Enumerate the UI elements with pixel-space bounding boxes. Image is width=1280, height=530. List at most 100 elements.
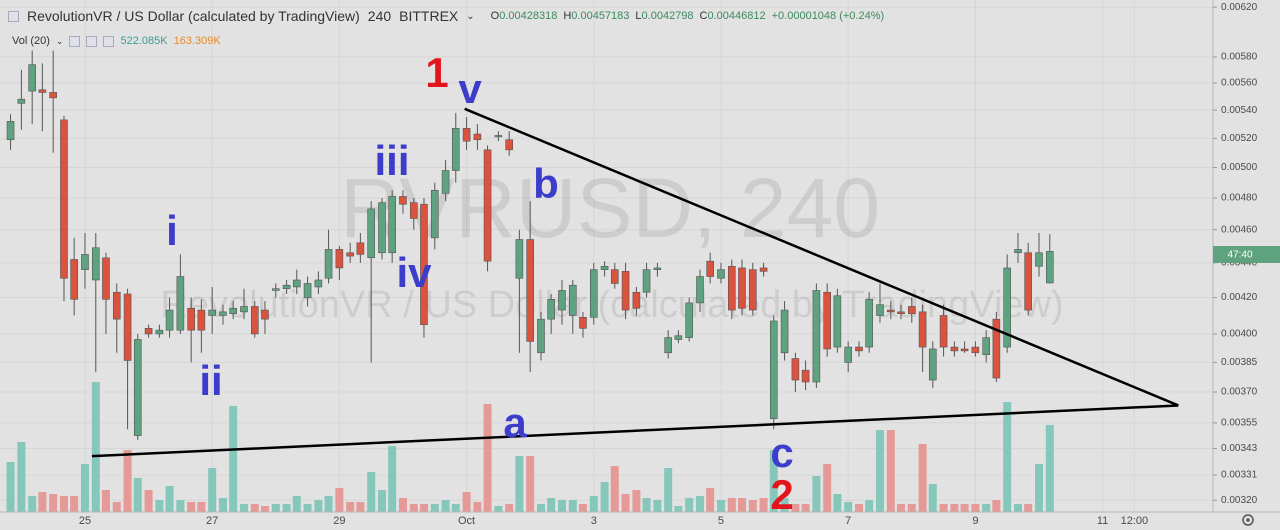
candle-body [1024, 252, 1032, 311]
collapse-icon[interactable] [8, 10, 19, 22]
candle-body [589, 269, 598, 318]
candle-body [865, 299, 873, 348]
candle-body [855, 346, 863, 352]
y-tick-label: 0.00400 [1221, 329, 1258, 340]
volume-bar [918, 444, 927, 512]
wave-label: 2 [770, 471, 793, 518]
y-tick-label: 0.00500 [1221, 162, 1258, 173]
candle-body [1003, 267, 1011, 348]
countdown-tag [1213, 246, 1280, 263]
y-tick-label: 0.00385 [1221, 357, 1258, 368]
y-tick-label: 0.00620 [1221, 2, 1258, 13]
watermark-sub: RevolutionVR / US Dollar (calculated by … [160, 284, 1063, 326]
y-tick-label: 0.00480 [1221, 193, 1258, 204]
candle-body [81, 254, 89, 270]
candle-body [621, 271, 630, 311]
candle-body [791, 358, 800, 381]
volume-bar [865, 500, 874, 512]
volume-bar [950, 504, 959, 512]
watermark: RVRUSD, 240 [340, 161, 880, 255]
candle-body [271, 288, 280, 291]
candle-body [303, 283, 312, 298]
candle-body [324, 249, 333, 279]
candle-body [928, 348, 937, 381]
interval[interactable]: 240 [367, 8, 392, 24]
y-tick-label: 0.00540 [1221, 105, 1258, 116]
y-tick-label: 0.00420 [1221, 292, 1258, 303]
x-tick-label: 27 [206, 515, 218, 527]
candle-body [823, 291, 831, 350]
y-tick-label: 0.00460 [1221, 224, 1258, 235]
volume-bar [494, 506, 503, 512]
candle-body [812, 290, 821, 383]
volume-bar [80, 464, 89, 512]
candle-body [367, 208, 375, 259]
candle-body [537, 318, 545, 354]
candle-body [696, 276, 704, 304]
volume-bar [314, 500, 323, 512]
volume-bar [356, 502, 365, 512]
volume-bar [706, 488, 715, 512]
volume-bar [600, 482, 609, 512]
y-tick-label: 0.00580 [1221, 52, 1258, 63]
volume-bar [398, 498, 407, 512]
candle-body [982, 337, 990, 355]
volume-bar [578, 504, 587, 512]
volume-bar [610, 466, 619, 512]
trend-line [464, 107, 1179, 407]
volume-bar [101, 490, 110, 512]
volume-bar [896, 504, 905, 512]
candle-body [515, 239, 524, 279]
volume-bar [292, 496, 301, 512]
volume-bar [992, 500, 1001, 512]
wave-label: c [770, 429, 793, 476]
volume-bar [473, 502, 482, 512]
volume-bar [791, 504, 800, 512]
candle-body [409, 202, 418, 219]
volume-bar [197, 502, 206, 512]
volume-label[interactable]: Vol (20) [12, 35, 50, 47]
wave-label: b [533, 160, 559, 207]
volume-bar [462, 492, 471, 512]
ohlc-item: O0.00428318 [491, 10, 558, 22]
candle-body [992, 318, 1001, 379]
candle-body [133, 339, 142, 436]
volume-bar [653, 500, 662, 512]
exchange[interactable]: BITTREX [399, 8, 459, 24]
candle-body [706, 260, 714, 277]
volume-bar [505, 504, 514, 512]
volume-bar [854, 504, 863, 512]
volume-bar [367, 472, 376, 512]
volume-bar [260, 506, 269, 512]
candle-body [759, 267, 768, 272]
candle-body [748, 269, 757, 311]
ohlc-value: 0.00428318 [499, 10, 558, 22]
candle-body [483, 149, 492, 262]
wave-label: 1 [425, 49, 448, 96]
candle-body [833, 295, 842, 348]
candle-body [717, 269, 725, 279]
volume-value: 522.085K [120, 35, 168, 47]
symbol-title[interactable]: RevolutionVR / US Dollar (calculated by … [27, 8, 360, 24]
x-tick-label: 7 [845, 515, 851, 527]
candle-body [60, 119, 68, 279]
candle-body [886, 309, 895, 313]
settings-icon[interactable] [1242, 514, 1254, 526]
candle-body [653, 267, 662, 270]
candle-body [685, 302, 693, 338]
volume-bar [727, 498, 736, 512]
volume-ma: 163.309K [173, 35, 221, 47]
volume-bar [303, 504, 312, 512]
volume-bar [346, 502, 355, 512]
volume-bar [17, 442, 26, 512]
candle-body [240, 306, 248, 313]
ohlc-value: 0.0042798 [641, 10, 694, 22]
wave-label: iv [396, 249, 432, 296]
volume-bar [250, 504, 259, 512]
volume-bar [282, 504, 291, 512]
volume-bar [960, 504, 969, 512]
ohlc-label: O [490, 10, 500, 22]
volume-bar [377, 490, 386, 512]
candle-body [187, 307, 195, 331]
volume-bar [218, 498, 227, 512]
